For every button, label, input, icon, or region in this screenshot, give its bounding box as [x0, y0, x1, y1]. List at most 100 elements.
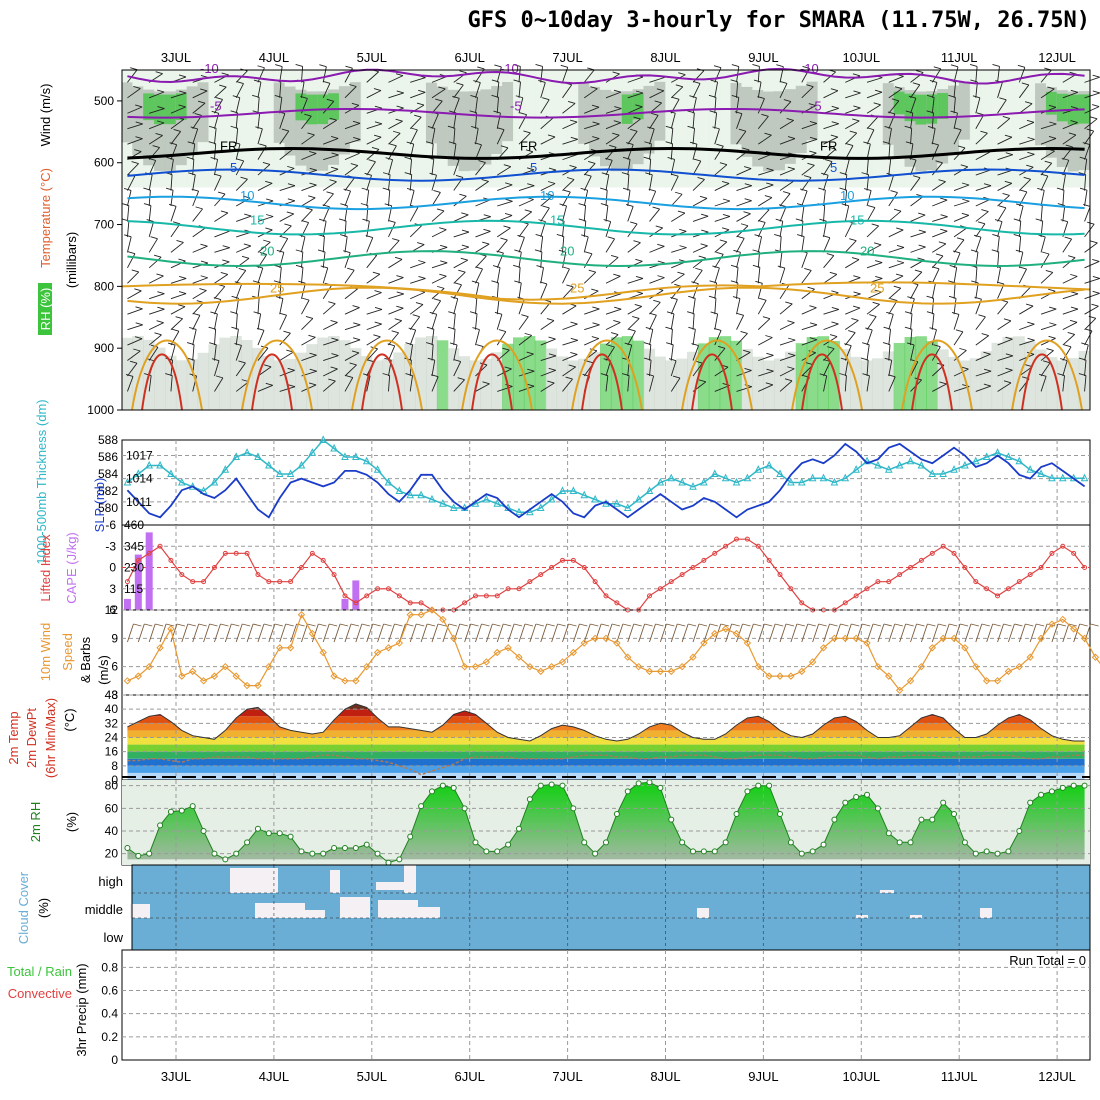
wind-barb-flag — [1067, 331, 1075, 335]
wind10m-barb-flag — [155, 623, 164, 627]
wind-barb-flag — [983, 351, 991, 355]
wind-barb — [344, 324, 361, 331]
wind10m-barb — [409, 623, 417, 643]
wind-barb-flag — [983, 383, 991, 387]
cloud-ylabel-1: Cloud Cover — [16, 871, 31, 944]
wind-barb-flag — [1013, 233, 1021, 237]
wind-barb — [301, 134, 315, 145]
wind-barb — [235, 329, 239, 346]
wind-barb-flag — [295, 63, 303, 67]
wind-barb-flag — [991, 249, 999, 253]
wind-barb-flag — [427, 126, 436, 129]
wind-barb-flag — [981, 209, 989, 212]
wind-barb-flag — [730, 264, 739, 268]
li-marker — [668, 579, 674, 585]
wind-barb-flag — [960, 164, 968, 168]
wind10m-barb — [833, 623, 841, 643]
wind10m-marker — [874, 662, 882, 671]
wind-barb — [388, 159, 394, 176]
wind-barb-flag — [828, 146, 836, 150]
wind-barb — [714, 267, 720, 284]
rh-marker — [777, 811, 784, 817]
wind-barb-flag — [1002, 192, 1010, 196]
slp-tick: 1014 — [126, 472, 153, 486]
wind-barb — [910, 159, 917, 176]
wind-barb — [257, 182, 273, 191]
wind-barb — [1062, 293, 1079, 300]
wind-barb — [779, 355, 796, 361]
thickness-marker — [536, 503, 545, 511]
wind-barb — [670, 113, 676, 129]
wind-barb — [1040, 350, 1054, 361]
wind-barb — [736, 298, 741, 315]
wind-barb — [453, 379, 465, 392]
wind-barb — [170, 306, 186, 315]
wind-barb — [779, 368, 795, 377]
isotherm-label: 20 — [260, 244, 274, 259]
wind-barb — [583, 271, 597, 284]
wind-barb — [301, 236, 306, 253]
wind-barb — [1062, 190, 1065, 207]
wind-barb — [388, 320, 402, 331]
wind-barb-flag — [743, 211, 751, 215]
rh-marker — [853, 794, 860, 800]
isotherm-label: 5 — [530, 160, 537, 175]
wind-barb-flag — [591, 104, 600, 108]
wind-barb — [953, 184, 970, 191]
wind10m-marker — [743, 639, 752, 647]
wind10m-ylabel-4: (m/s) — [96, 655, 111, 685]
wind-barb-flag — [677, 271, 685, 275]
wind10m-marker — [895, 686, 904, 694]
wind10m-marker — [645, 667, 654, 676]
wind-barb-flag — [255, 126, 263, 130]
wind-barb-flag — [830, 134, 838, 138]
rh-shade-green — [154, 94, 166, 125]
rh-shade-light — [262, 70, 275, 188]
wind-barb — [148, 275, 164, 284]
wind-barb-flag — [548, 167, 557, 171]
wind-barb-flag — [633, 116, 641, 120]
li-marker — [570, 557, 576, 563]
wind-barb-flag — [635, 104, 643, 108]
wind-barb — [475, 199, 491, 207]
wind-barb-flag — [345, 65, 353, 69]
wind-barb — [757, 66, 760, 83]
wind-barb-flag — [695, 360, 703, 364]
thickness-marker — [689, 482, 697, 490]
wind-barb-flag — [427, 357, 435, 361]
wind-barb — [235, 128, 239, 145]
wind10m-marker — [721, 625, 730, 633]
wind-barb-flag — [1019, 266, 1027, 270]
wind-barb-flag — [950, 110, 958, 114]
wind-barb-flag — [458, 269, 466, 273]
wind-barb-flag — [970, 249, 979, 253]
wind-barb-flag — [609, 144, 617, 148]
wind-barb-flag — [733, 249, 741, 253]
wind10m-barb-flag — [448, 623, 457, 627]
date-label-bottom: 4JUL — [259, 1069, 289, 1084]
wind-barb-flag — [343, 188, 351, 192]
wind10m-barb-flag — [590, 623, 599, 627]
wind-barb-flag — [1064, 236, 1072, 240]
wind-barb — [148, 135, 163, 145]
wind-barb — [214, 99, 223, 114]
rh-shade-light — [534, 70, 547, 188]
wind-barb-flag — [331, 152, 339, 156]
wind-barb — [1018, 236, 1022, 253]
wind-barb — [844, 174, 848, 191]
wind10m-barb-flag — [579, 623, 588, 627]
wind-barb-flag — [759, 297, 767, 301]
wind-barb-flag — [208, 326, 216, 330]
wind-barb — [1018, 84, 1030, 99]
wind-barb — [605, 334, 619, 346]
rh-shade-low — [273, 360, 286, 410]
warm-contour — [471, 353, 513, 411]
wind-barb-flag — [613, 120, 621, 124]
thickness-marker — [895, 460, 904, 469]
wind-barb — [518, 370, 535, 377]
wind-barb — [605, 190, 608, 207]
wind-barb — [366, 149, 380, 160]
wind-barb — [1062, 321, 1078, 331]
precip-tick: 0.6 — [101, 984, 118, 998]
wind-barb-flag — [734, 111, 743, 115]
